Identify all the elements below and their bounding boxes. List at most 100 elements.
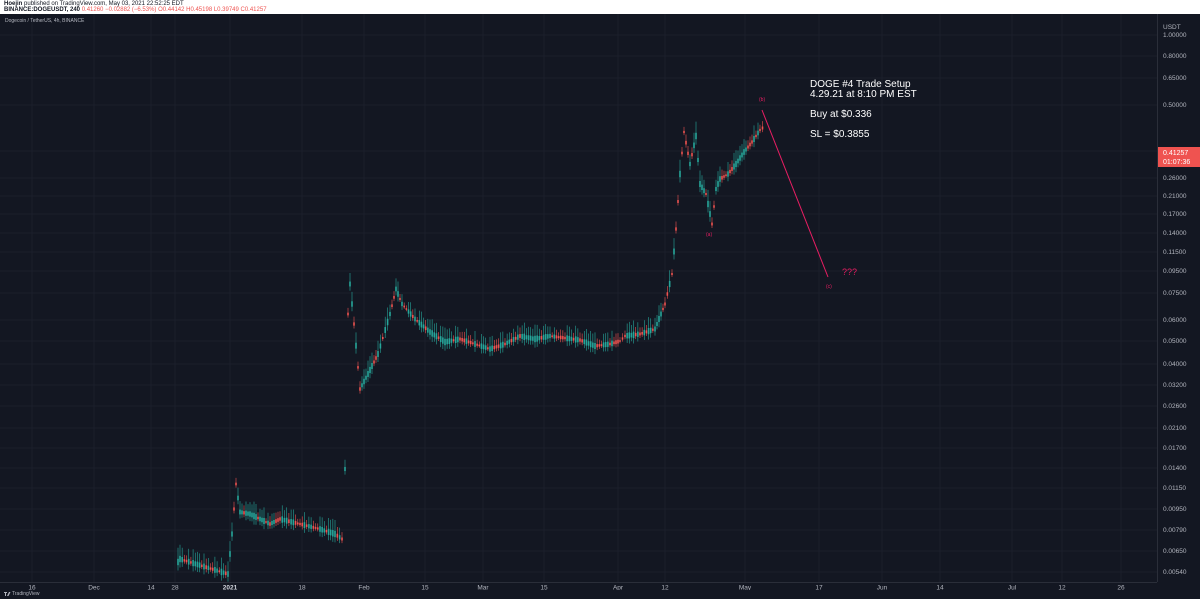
time-tick-label: May <box>739 585 752 592</box>
candle-body <box>711 222 713 226</box>
price-tick-label: 0.17000 <box>1163 211 1187 218</box>
candle-body <box>439 336 442 343</box>
candle-body <box>314 526 317 529</box>
candle-body <box>745 147 747 152</box>
setup-date: 4.29.21 at 8:10 PM EST <box>810 89 917 100</box>
candle-body <box>689 161 691 167</box>
candle-body <box>194 561 197 567</box>
candle-body <box>384 327 386 333</box>
candle-body <box>536 335 538 342</box>
candle-body <box>296 522 299 525</box>
candle-body <box>660 311 662 317</box>
candle-body <box>179 555 181 563</box>
candle-body <box>668 280 671 288</box>
candle-body <box>699 180 701 188</box>
time-tick-label: 15 <box>421 585 429 592</box>
candle-body <box>294 521 297 525</box>
price-chart[interactable]: (a) (b) (c) ??? <box>0 14 1157 582</box>
candle-body <box>391 304 393 307</box>
candle-body <box>600 344 603 347</box>
candle-body <box>393 295 395 299</box>
candle-body <box>643 329 646 336</box>
candle-body <box>647 327 650 335</box>
candle-body <box>519 334 521 338</box>
candle-body <box>482 344 485 350</box>
candle-body <box>325 529 328 533</box>
candle-body <box>367 371 369 377</box>
candle-body <box>239 509 241 515</box>
candle-body <box>695 132 697 140</box>
time-axis[interactable]: 16 Dec 14 28 2021 18 Feb 15 Mar 15 Apr 12 May 17 Jun 14… <box>0 582 1157 591</box>
candle-body <box>679 170 681 178</box>
candle-body <box>334 530 336 538</box>
candle-body <box>687 151 689 155</box>
price-tick-label: 0.00650 <box>1163 548 1187 555</box>
candle-body <box>733 163 735 170</box>
price-tick-label: 0.11500 <box>1163 249 1186 256</box>
candle-body <box>448 338 451 345</box>
candle-body <box>196 561 199 568</box>
candle-body <box>190 561 192 564</box>
candle-body <box>435 333 438 340</box>
current-price: 0.41257 <box>1163 150 1188 157</box>
candle-body <box>757 130 759 136</box>
price-unit-label: USDT <box>1163 24 1181 31</box>
price-axis[interactable]: 1.000000.800000.650000.500000.320000.260… <box>1157 14 1200 582</box>
price-tick-label: 0.05000 <box>1163 338 1187 345</box>
candle-body <box>452 339 455 342</box>
candle-body <box>267 520 269 526</box>
candle-body <box>290 519 292 525</box>
candlestick-series <box>177 121 764 582</box>
candle-body <box>183 559 186 562</box>
candle-body <box>677 200 679 203</box>
candle-body <box>585 339 588 346</box>
price-tick-label: 0.65000 <box>1163 75 1187 82</box>
candle-body <box>521 333 523 339</box>
candle-body <box>209 567 212 570</box>
price-tick-label: 0.00950 <box>1163 506 1187 513</box>
candle-body <box>281 516 284 523</box>
current-price-tag: 0.41257 01:07:36 <box>1158 147 1200 167</box>
footer-brand[interactable]: TradingView <box>12 591 40 597</box>
candle-body <box>637 331 639 337</box>
time-tick-label: 18 <box>298 585 306 592</box>
price-tick-label: 0.07500 <box>1163 290 1187 297</box>
candle-body <box>562 336 564 340</box>
price-tick-label: 0.21000 <box>1163 193 1187 200</box>
setup-title: DOGE #4 Trade Setup <box>810 79 911 90</box>
price-tick-label: 0.09500 <box>1163 268 1187 275</box>
candle-body <box>349 281 351 287</box>
candle-body <box>753 135 755 143</box>
candle-body <box>431 330 433 337</box>
price-tick-label: 0.14000 <box>1163 230 1187 237</box>
candle-body <box>467 340 470 344</box>
time-tick-label: 12 <box>1058 585 1066 592</box>
candle-body <box>717 181 719 187</box>
candle-body <box>666 292 669 296</box>
candle-body <box>332 530 334 537</box>
candle-body <box>639 332 641 336</box>
time-tick-label: 14 <box>147 585 155 592</box>
time-axis-labels: 16 Dec 14 28 2021 18 Feb 15 Mar 15 Apr 12 May 17 Jun 14… <box>28 585 1125 592</box>
candle-body <box>510 338 513 343</box>
wave-label-b: (b) <box>759 97 765 103</box>
footer: TradingView <box>0 590 1200 599</box>
price-tick-label: 0.01400 <box>1163 465 1187 472</box>
publisher-name[interactable]: Hoejin <box>4 1 23 7</box>
candle-body <box>693 142 695 149</box>
candle-body <box>654 326 656 332</box>
candle-body <box>222 570 225 575</box>
candle-body <box>747 145 749 149</box>
candle-body <box>671 272 673 276</box>
candle-body <box>664 302 666 306</box>
time-tick-label: Apr <box>613 585 624 592</box>
candle-body <box>257 516 259 520</box>
candle-body <box>347 312 349 316</box>
wave-line <box>761 109 829 278</box>
candle-body <box>265 521 267 523</box>
candle-body <box>538 336 541 341</box>
candle-body <box>377 351 379 357</box>
trade-setup-note[interactable]: DOGE #4 Trade Setup 4.29.21 at 8:10 PM E… <box>810 80 950 140</box>
candle-body <box>596 344 598 348</box>
candle-body <box>514 336 517 340</box>
